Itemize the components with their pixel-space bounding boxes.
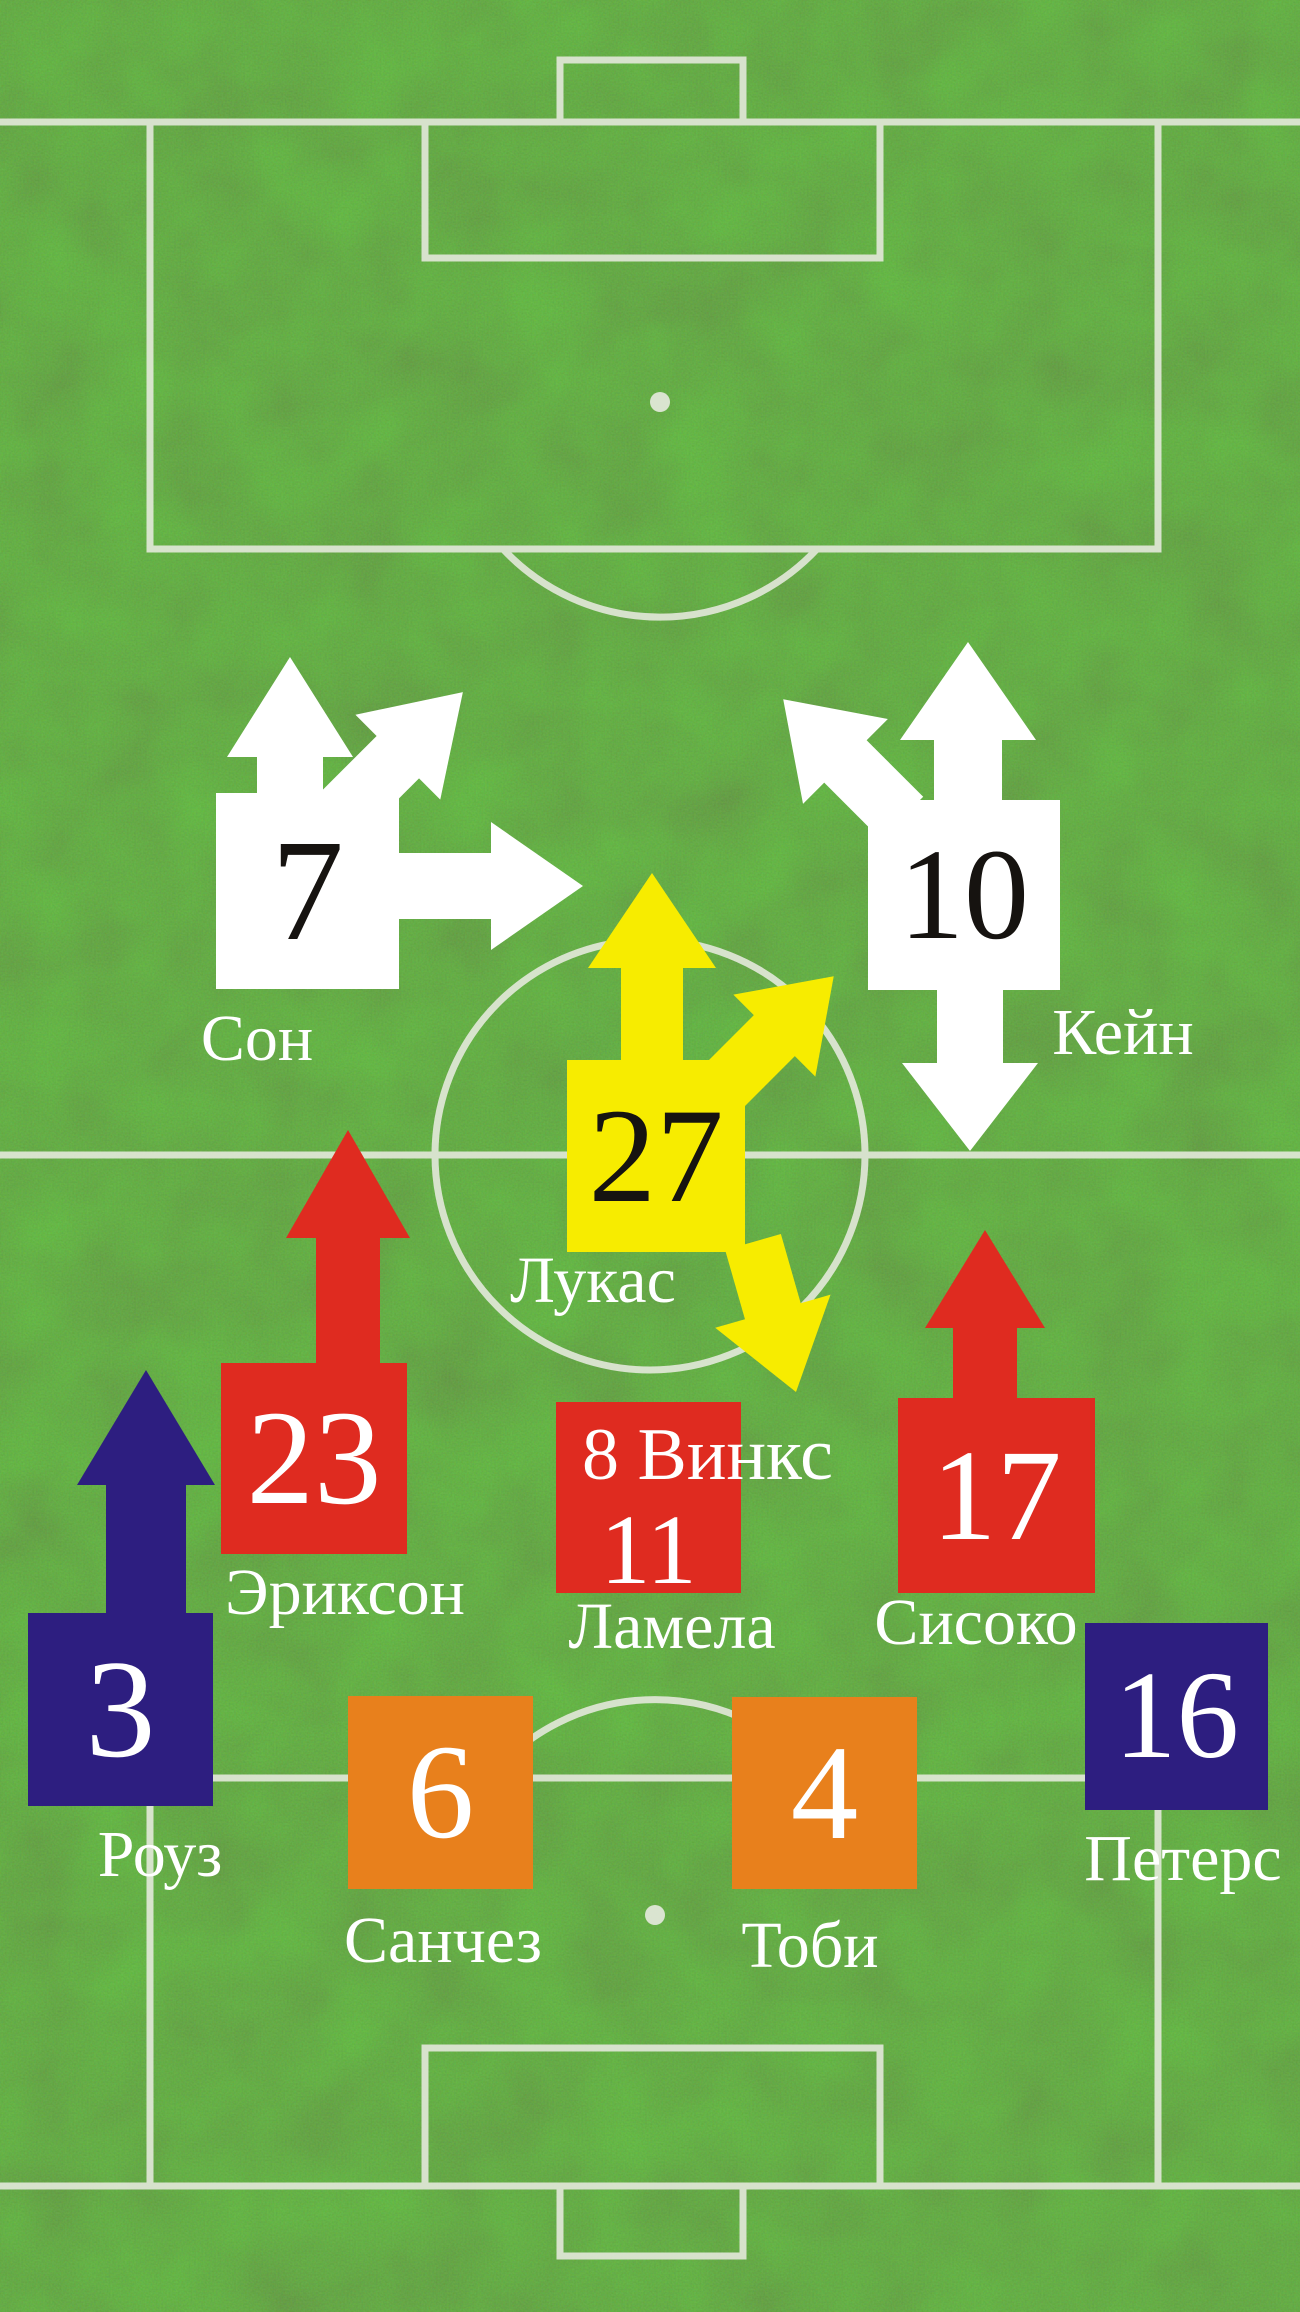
player-box-rose: 3: [28, 1613, 213, 1806]
player-number-toby: 4: [790, 1718, 859, 1868]
lucas-arrow-up: [588, 873, 716, 1068]
player-number-sissoko: 17: [931, 1423, 1062, 1568]
kane-arrow-up: [900, 642, 1036, 812]
movement-arrows: [77, 642, 1045, 1622]
player-label-rose: Роуз: [97, 1818, 223, 1891]
bottom-penalty-spot: [645, 1905, 665, 1925]
player-box-kane: 10: [868, 800, 1060, 990]
player-number-kane: 10: [899, 823, 1029, 967]
penalty-spots: [645, 392, 670, 1925]
player-box-sanchez: 6: [348, 1696, 533, 1889]
player-number-lucas: 27: [588, 1081, 724, 1231]
player-number-rose: 3: [85, 1631, 156, 1787]
player-number-eriksen: 23: [246, 1384, 382, 1533]
player-box-toby: 4: [732, 1697, 917, 1889]
kane-arrow-down: [902, 986, 1038, 1151]
eriksen-arrow-up: [286, 1130, 410, 1372]
player-label-peters: Петерс: [1084, 1822, 1282, 1895]
player-box-son: 7: [216, 793, 399, 989]
rose-arrow-up: [77, 1370, 215, 1622]
player-box-eriksen: 23: [221, 1363, 407, 1554]
top-penalty-arc: [500, 546, 820, 621]
bottom-goal: [556, 2182, 747, 2260]
player-label-toby: Тоби: [741, 1909, 879, 1982]
player-label-sanchez: Санчез: [344, 1904, 542, 1977]
player-number-sanchez: 6: [406, 1718, 475, 1867]
player-label-eriksen: Эриксон: [225, 1556, 465, 1629]
top-penalty-spot: [650, 392, 670, 412]
sissoko-arrow-up: [925, 1230, 1045, 1406]
player-label-lucas: Лукас: [510, 1244, 676, 1317]
player-number-lamela: 11: [600, 1494, 697, 1605]
player-number-peters: 16: [1114, 1647, 1239, 1785]
player-number-son: 7: [271, 810, 344, 971]
player-box-peters: 16: [1085, 1623, 1268, 1810]
player-name-winks: Винкс: [637, 1414, 834, 1496]
player-box-sissoko: 17: [898, 1398, 1095, 1593]
player-box-winks-lamela: 8 Винкс 11: [556, 1402, 833, 1600]
lucas-arrow-down-right: [715, 1234, 831, 1392]
son-arrow-up: [227, 657, 353, 805]
player-number-winks: 8: [582, 1414, 619, 1496]
top-six-yard-box: [421, 118, 884, 262]
son-arrow-right: [398, 822, 583, 950]
player-box-lucas: 27: [567, 1060, 745, 1252]
player-label-kane: Кейн: [1052, 996, 1194, 1069]
player-label-sissoko: Сисоко: [874, 1586, 1078, 1659]
player-label-lamela: Ламела: [568, 1590, 776, 1663]
winks-number-name: 8 Винкс: [582, 1418, 833, 1492]
player-label-son: Сон: [200, 1002, 314, 1075]
